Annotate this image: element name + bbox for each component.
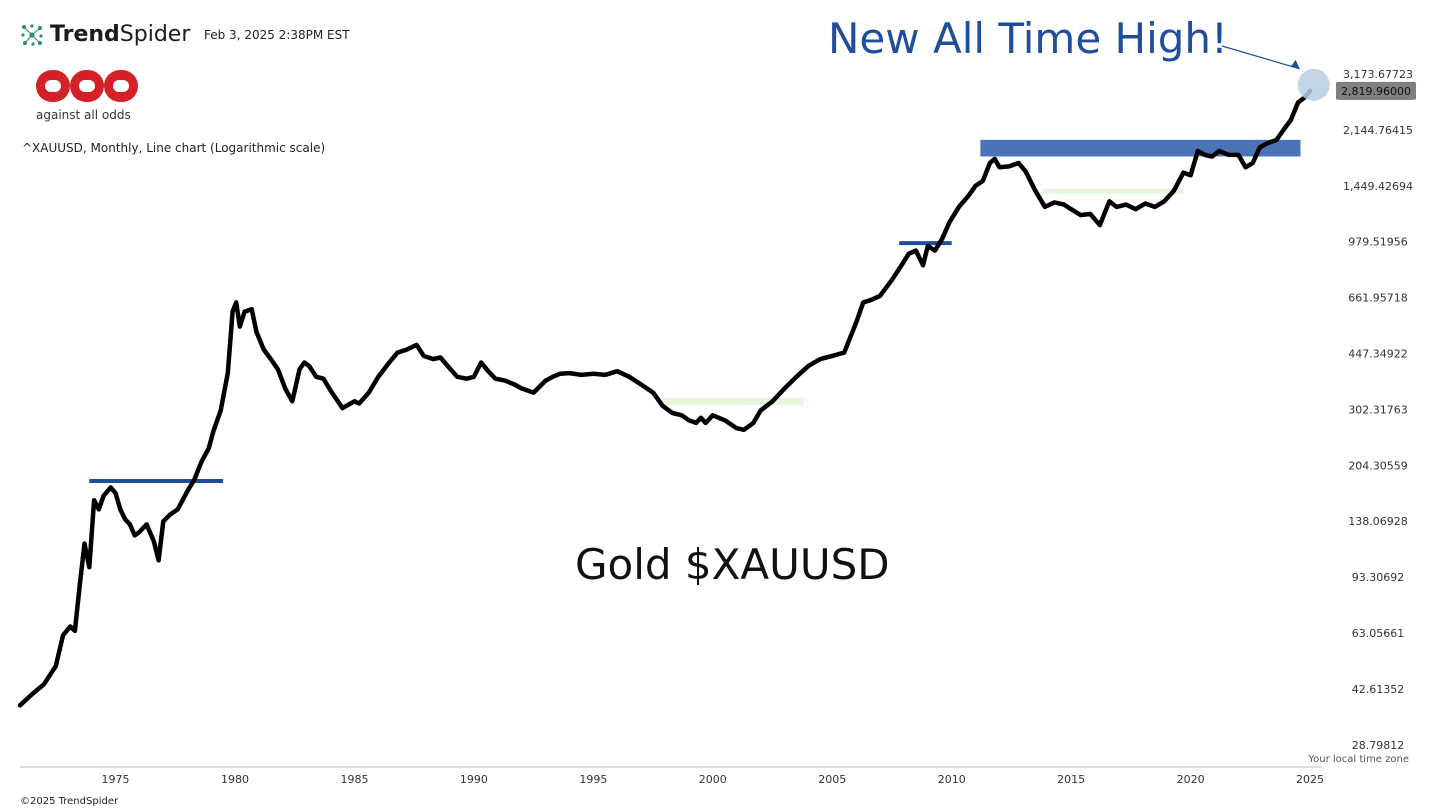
x-tick-label-1985: 1985 [340,773,368,786]
logo-tagline: against all odds [36,108,131,122]
y-tick-label-11: 42.61352 [1352,683,1405,696]
x-tick-label-1990: 1990 [460,773,488,786]
y-tick-label-3: 979.51956 [1348,236,1408,249]
x-tick-label-2025: 2025 [1296,773,1324,786]
x-tick-label-1980: 1980 [221,773,249,786]
x-tick-label-2005: 2005 [818,773,846,786]
x-tick-label-2010: 2010 [938,773,966,786]
axes-layer: 1975 1980 1985 1990 1995 2000 2005 2010 2015 2020… [20,68,1416,786]
y-tick-label-4: 661.95718 [1348,292,1408,305]
brand-light: Spider [119,22,191,47]
brand-bold: Trend [50,22,120,47]
support-zone-0 [660,397,804,405]
trendspider-logo: TrendSpider [20,22,190,47]
ath-arrow-line [1221,45,1300,70]
support-zone-1 [1042,188,1184,194]
current-price-label: 2,819.96000 [1341,85,1411,98]
trendspider-icon [21,23,43,46]
timezone-label: Your local time zone [1308,754,1409,765]
y-tick-label-10: 63.05661 [1352,627,1405,640]
y-tick-label-0: 3,173.67723 [1343,68,1413,81]
chart-subtitle: ^XAUUSD, Monthly, Line chart (Logarithmi… [22,141,326,155]
y-tick-label-1: 2,144.76415 [1343,124,1413,137]
price-line-0 [17,88,1313,708]
y-tick-label-2: 1,449.42694 [1343,180,1413,193]
overlay-layer [1221,45,1330,101]
y-tick-label-12: 28.79812 [1352,739,1405,752]
ath-marker [1297,68,1330,101]
against-all-odds-logo [36,70,138,102]
x-tick-label-2020: 2020 [1177,773,1205,786]
series-layer [17,88,1313,708]
x-tick-label-1995: 1995 [579,773,607,786]
chart-title: Gold $XAUUSD [575,540,890,589]
current-price-badge [1336,81,1416,100]
y-tick-label-7: 204.30559 [1348,459,1408,472]
x-tick-label-2000: 2000 [699,773,727,786]
x-tick-label-2015: 2015 [1057,773,1085,786]
y-tick-label-8: 138.06928 [1348,515,1408,528]
y-tick-label-6: 302.31763 [1348,403,1408,416]
ath-arrow-head [1290,59,1300,69]
copyright: ©2025 TrendSpider [20,796,119,807]
resistance-zone-0 [980,139,1301,157]
x-tick-label-1975: 1975 [102,773,130,786]
y-tick-label-9: 93.30692 [1352,571,1405,584]
y-tick-label-5: 447.34922 [1348,347,1408,360]
timestamp: Feb 3, 2025 2:38PM EST [204,28,350,42]
ath-annotation: New All Time High! [828,14,1228,63]
zones-layer [89,139,1301,484]
